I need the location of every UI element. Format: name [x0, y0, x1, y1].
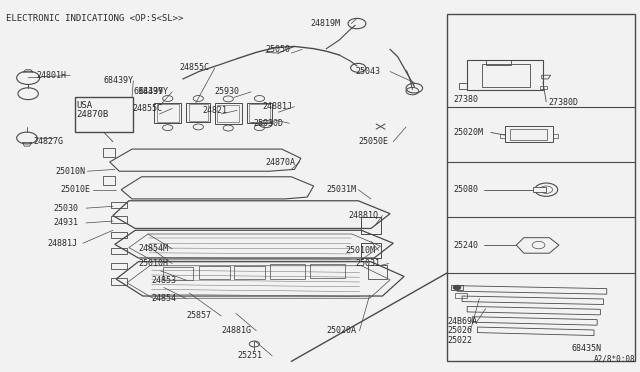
- Text: 24B69A: 24B69A: [447, 317, 477, 326]
- Text: 24881Q: 24881Q: [349, 211, 379, 220]
- Text: 25080: 25080: [454, 185, 479, 194]
- Text: 24855C: 24855C: [180, 63, 210, 72]
- Bar: [154, 103, 181, 123]
- Text: 24821: 24821: [202, 106, 227, 115]
- Bar: [483, 64, 531, 87]
- Bar: [111, 263, 127, 269]
- Bar: [103, 176, 115, 185]
- Bar: [111, 216, 127, 223]
- Text: 25031: 25031: [355, 259, 380, 268]
- Bar: [249, 105, 269, 122]
- Bar: [270, 264, 305, 279]
- Bar: [163, 267, 193, 280]
- Text: 24881G: 24881G: [221, 326, 252, 335]
- Text: 25010M: 25010M: [346, 246, 376, 255]
- Bar: [234, 266, 264, 279]
- Text: 25026: 25026: [447, 326, 472, 335]
- Text: 68435N: 68435N: [572, 344, 602, 353]
- Bar: [534, 187, 546, 192]
- Text: 68439Y: 68439Y: [133, 87, 163, 96]
- Bar: [215, 103, 242, 124]
- Text: 25010N: 25010N: [56, 167, 86, 176]
- Bar: [451, 285, 463, 290]
- Text: 27380: 27380: [454, 96, 479, 105]
- Text: 25240: 25240: [454, 241, 479, 250]
- Text: 24827G: 24827G: [33, 137, 63, 146]
- Bar: [455, 293, 467, 298]
- Bar: [368, 265, 387, 279]
- Circle shape: [453, 285, 461, 290]
- Text: 24870A: 24870A: [266, 157, 296, 167]
- Bar: [111, 278, 127, 285]
- Text: USA: USA: [77, 101, 93, 110]
- Text: 25050E: 25050E: [358, 137, 388, 146]
- Text: 24801H: 24801H: [36, 71, 67, 80]
- Text: 25251: 25251: [237, 351, 262, 360]
- Text: 25857: 25857: [186, 311, 211, 320]
- Bar: [510, 129, 547, 140]
- Text: 25030D: 25030D: [253, 119, 283, 128]
- Text: 25031M: 25031M: [326, 185, 356, 194]
- Bar: [103, 148, 115, 157]
- Bar: [467, 61, 543, 90]
- Text: 24854M: 24854M: [138, 244, 168, 253]
- Text: 24870B: 24870B: [77, 110, 109, 119]
- Bar: [362, 243, 381, 258]
- Text: 25022: 25022: [447, 336, 472, 345]
- Text: 68439Y: 68439Y: [138, 87, 168, 96]
- Text: 27380D: 27380D: [548, 99, 578, 108]
- Text: 25020A: 25020A: [326, 326, 356, 335]
- Bar: [75, 97, 133, 132]
- Text: 68439Y: 68439Y: [103, 76, 133, 85]
- Text: 25010H: 25010H: [138, 259, 168, 268]
- Bar: [111, 248, 127, 254]
- Bar: [111, 202, 127, 208]
- Bar: [199, 266, 230, 279]
- Text: 25043: 25043: [355, 67, 380, 76]
- Bar: [505, 126, 552, 142]
- Text: 24931: 24931: [54, 218, 79, 227]
- Bar: [186, 103, 211, 122]
- Bar: [310, 263, 345, 278]
- Text: 24854: 24854: [151, 294, 176, 303]
- Text: 25930: 25930: [215, 87, 240, 96]
- Text: 25010E: 25010E: [60, 185, 90, 194]
- Bar: [157, 105, 179, 122]
- Bar: [111, 232, 127, 238]
- Bar: [362, 217, 381, 234]
- Text: 25020M: 25020M: [454, 128, 484, 137]
- Text: 24855C: 24855C: [132, 104, 162, 113]
- Text: 24881J: 24881J: [47, 239, 77, 248]
- Bar: [218, 105, 239, 122]
- Bar: [246, 103, 272, 123]
- Text: 24819M: 24819M: [310, 19, 340, 28]
- Bar: [447, 14, 636, 361]
- Text: ELECTRONIC INDICATIONG <OP:S<SL>>: ELECTRONIC INDICATIONG <OP:S<SL>>: [6, 13, 184, 22]
- Bar: [189, 105, 208, 121]
- Text: 24881J: 24881J: [262, 102, 292, 111]
- Text: 25030: 25030: [54, 203, 79, 213]
- Text: A2/8*0:08: A2/8*0:08: [594, 355, 636, 364]
- Text: 25050: 25050: [266, 45, 291, 54]
- Text: 24853: 24853: [151, 276, 176, 285]
